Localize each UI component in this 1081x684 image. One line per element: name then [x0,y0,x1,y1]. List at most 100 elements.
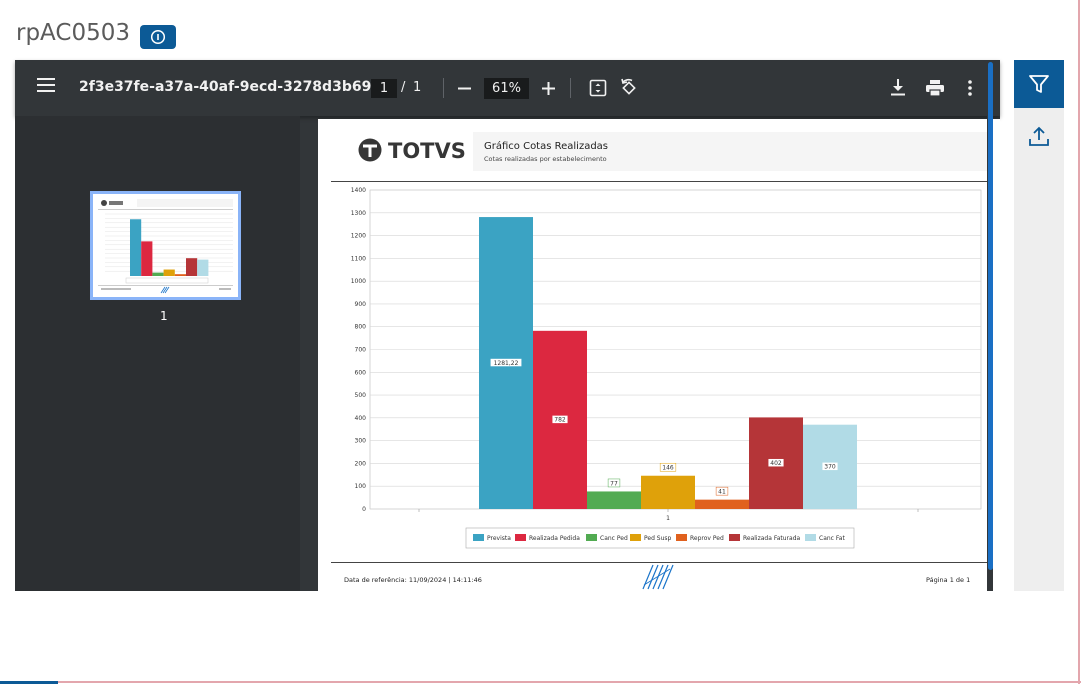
y-tick-label: 300 [355,438,367,445]
thumb-bar [186,258,198,276]
bar-value-label: 1281,22 [494,360,519,367]
legend-swatch [676,534,687,541]
pdf-toolbar: 2f3e37fe-a37a-40af-9ecd-3278d3b69bf6 1 /… [15,60,1000,116]
bar-value-label: 402 [770,460,782,467]
window-border-right [1078,0,1080,684]
legend-swatch [805,534,816,541]
hamburger-icon [37,78,55,92]
legend-swatch [515,534,526,541]
filter-icon [1029,75,1049,93]
bar-label-box [821,462,839,471]
footer-date: Data de referência: 11/09/2024 | 14:11:4… [344,576,482,584]
thumb-rule [98,209,233,210]
thumb-bars [130,219,209,276]
y-tick-label: 900 [355,301,367,308]
bar-value-labels: 1281,22 782 77 146 41 402 370 [490,358,839,495]
thumbnail-preview [98,199,233,294]
legend-swatch [630,534,641,541]
rotate-icon [621,78,636,95]
toolbar-divider [443,78,444,98]
bar-value-label: 41 [718,488,726,495]
filter-button[interactable] [1014,60,1064,108]
y-tick-label: 800 [355,324,367,331]
scrollbar-thumb[interactable] [988,62,993,570]
y-tick-label: 1100 [351,255,366,262]
page-separator: / [401,80,406,95]
y-tick-label: 200 [355,460,367,467]
document-name: 2f3e37fe-a37a-40af-9ecd-3278d3b69bf6 [79,79,398,95]
y-tick-label: 700 [355,347,367,354]
fit-page-button[interactable] [589,79,607,97]
report-header-box [473,132,987,171]
report-subtitle: Cotas realizadas por estabelecimento [484,155,607,163]
right-action-panel [1014,60,1064,591]
print-icon [926,80,944,96]
thumb-grid [105,213,233,272]
footer-page: Página 1 de 1 [926,576,970,584]
report-title: Gráfico Cotas Realizadas [484,140,608,152]
fit-to-page-icon [589,79,607,97]
legend-label: Prevista [487,535,511,542]
thumbnail-sidebar: 1 [15,116,300,591]
thumb-bar [197,259,209,276]
bar-value-label: 782 [554,417,566,424]
page-thumbnail[interactable] [90,191,241,300]
print-button[interactable] [926,80,944,96]
page-number-input[interactable]: 1 [371,79,397,98]
totvs-logo: TOTVS [358,138,466,163]
bar-label-box [659,462,677,472]
legend-label: Canc Fat [819,535,845,542]
download-button[interactable] [891,79,905,96]
zoom-out-button[interactable] [458,82,471,95]
y-tick-label: 100 [355,483,367,490]
thumb-bar [152,272,164,276]
bar-label-box [490,358,522,367]
app-title: rpAC0503 [16,20,130,46]
gridlines [370,189,981,512]
plus-icon [542,82,555,95]
export-button[interactable] [1014,116,1064,156]
thumbnail-page-number: 1 [160,309,168,323]
legend-frame [465,527,855,549]
header-rule [331,181,987,182]
menu-button[interactable] [37,78,55,92]
zoom-in-button[interactable] [542,82,555,95]
thumb-watermark [160,286,170,294]
legend-swatch [473,534,484,541]
chart-legend: Prevista Realizada Pedida Canc Ped Ped Susp… [465,527,855,549]
bar-label-box [607,478,621,488]
thumb-logo-mark [101,200,107,206]
logo-text: TOTVS [388,139,466,163]
thumb-bar [163,269,175,276]
watermark-icon [642,564,674,590]
rotate-button[interactable] [619,78,639,98]
bar-value-label: 146 [662,465,674,472]
pdf-viewer: 2f3e37fe-a37a-40af-9ecd-3278d3b69bf6 1 /… [15,60,1000,591]
window-border-bottom [0,681,1081,683]
thumb-bar [174,274,186,276]
y-tick-label: 1200 [351,233,366,240]
minus-icon [458,87,471,90]
thumb-footer-page [219,288,231,290]
y-tick-label: 1000 [351,278,366,285]
y-tick-label: 0 [362,506,366,513]
bar-label-box [551,415,569,424]
x-category-label: 1 [666,515,670,522]
report-page: TOTVS Gráfico Cotas Realizadas Cotas rea… [318,119,1000,591]
bar-chart: 0 100 200 300 400 500 600 700 800 900 1000 1100 1200… [351,187,982,549]
y-tick-label: 600 [355,369,367,376]
upload-icon [1029,126,1049,146]
info-button[interactable] [140,25,176,49]
thumb-legend [125,277,209,284]
bar [587,491,641,509]
thumb-bar [141,241,153,276]
info-icon [150,29,166,45]
bar [695,499,749,509]
thumb-footer-text [101,288,131,290]
zoom-input[interactable]: 61% [484,78,529,99]
thumb-logo [109,201,123,205]
bar-value-label: 77 [610,480,618,487]
more-options-button[interactable] [968,80,972,96]
legend-label: Realizada Pedida [529,535,580,542]
more-vertical-icon [968,80,972,96]
